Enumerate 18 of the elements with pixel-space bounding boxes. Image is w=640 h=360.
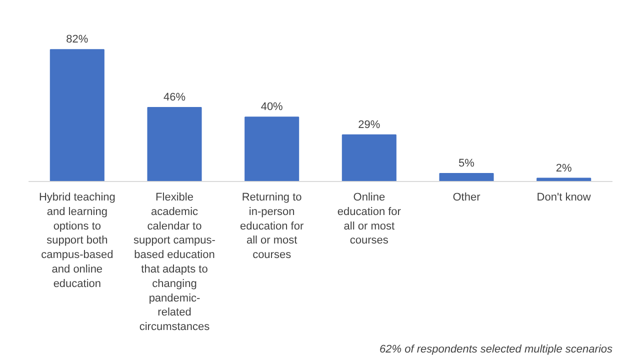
data-label: 2% [556,162,572,174]
x-tick-label: Don't know [536,192,591,204]
x-tick-label: Hybrid teaching and learning options to support both campus-based and online education [38,192,116,290]
data-label: 46% [163,92,186,104]
x-tick-label: Online education for all or most courses [337,192,402,247]
data-label: 82% [66,34,88,46]
bar [50,49,104,182]
bar [147,107,202,182]
x-tick-label: Returning to in-person education for all or most courses [240,192,304,262]
data-label: 40% [260,101,284,114]
data-label: 29% [358,118,380,131]
bar [244,116,300,182]
data-label: 5% [458,157,475,170]
text: 62% of respondents selected multiple scenarios [380,344,613,356]
category-label: Flexible academic calendar to support campus-based education that adapts to changing pandemic-related circumstances [134,192,216,334]
bar [439,172,494,182]
x-tick-label: Other [452,192,481,204]
bar [342,134,396,182]
